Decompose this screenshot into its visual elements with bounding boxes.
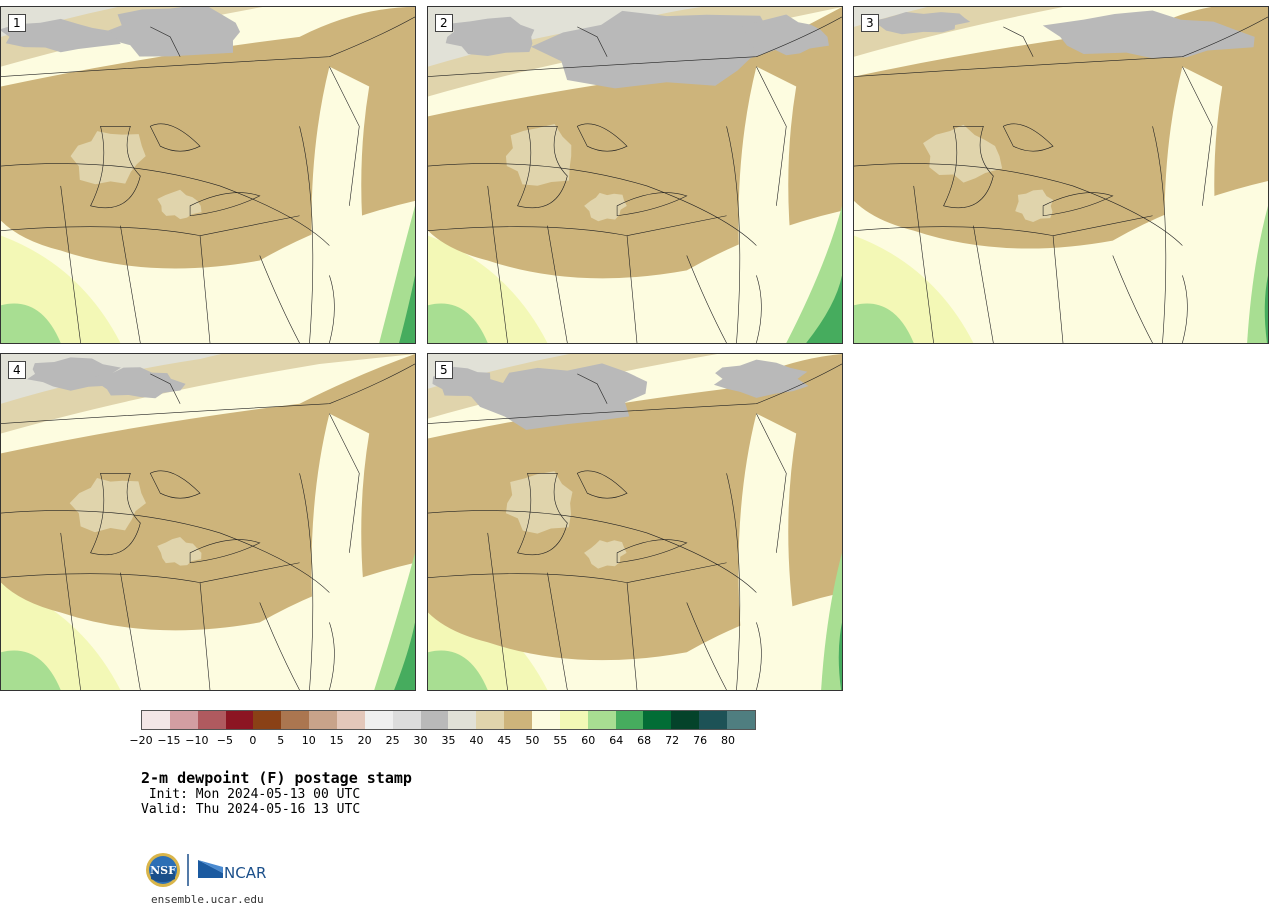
dewpoint-map bbox=[1, 354, 415, 690]
dewpoint-map bbox=[428, 354, 842, 690]
map-panel-1: 1 bbox=[0, 6, 416, 344]
colorbar-tick-label: 5 bbox=[277, 734, 285, 747]
nsf-ncar-logo: NSF NCAR bbox=[146, 853, 266, 887]
colorbar-swatch bbox=[559, 711, 588, 729]
colorbar-tick-label: 60 bbox=[581, 734, 596, 747]
dewpoint-map bbox=[854, 7, 1268, 343]
colorbar-swatch bbox=[587, 711, 616, 729]
map-panel-3: 3 bbox=[853, 6, 1269, 344]
colorbar bbox=[141, 710, 756, 730]
colorbar-tick-label: −15 bbox=[157, 734, 181, 747]
colorbar-swatch bbox=[448, 711, 477, 729]
colorbar-swatch bbox=[253, 711, 282, 729]
colorbar-tick-label: 0 bbox=[249, 734, 257, 747]
colorbar-swatch bbox=[392, 711, 421, 729]
colorbar-ticks: −20 −15 −10 −5 0 5 10 15 20 25 30 35 40 45 50 55 60 64 68 7… bbox=[129, 734, 756, 748]
colorbar-swatch bbox=[169, 711, 198, 729]
colorbar-tick-label: 25 bbox=[385, 734, 400, 747]
dewpoint-map bbox=[428, 7, 842, 343]
colorbar-swatch bbox=[142, 711, 170, 729]
dewpoint-map bbox=[1, 7, 415, 343]
colorbar-swatch bbox=[504, 711, 533, 729]
colorbar-tick-label: −20 bbox=[129, 734, 153, 747]
colorbar-tick-label: 80 bbox=[721, 734, 736, 747]
panel-number: 2 bbox=[435, 14, 453, 32]
colorbar-tick-label: 40 bbox=[469, 734, 484, 747]
colorbar-tick-label: 10 bbox=[301, 734, 316, 747]
colorbar-tick-label: 30 bbox=[413, 734, 428, 747]
colorbar-swatch bbox=[615, 711, 644, 729]
colorbar-swatch bbox=[671, 711, 700, 729]
colorbar-tick-label: 68 bbox=[637, 734, 652, 747]
colorbar-swatch bbox=[197, 711, 226, 729]
panel-number: 3 bbox=[861, 14, 879, 32]
nsf-logo: NSF bbox=[146, 853, 180, 887]
colorbar-tick-label: −10 bbox=[185, 734, 209, 747]
colorbar-tick-label: −5 bbox=[216, 734, 233, 747]
website-url: ensemble.ucar.edu bbox=[151, 893, 264, 906]
colorbar-swatch bbox=[364, 711, 393, 729]
colorbar-tick-label: 35 bbox=[441, 734, 456, 747]
colorbar-tick-label: 64 bbox=[609, 734, 624, 747]
colorbar-swatch bbox=[420, 711, 449, 729]
init-time: Init: Mon 2024-05-13 00 UTC bbox=[141, 787, 361, 802]
colorbar-tick-label: 45 bbox=[497, 734, 512, 747]
valid-time: Valid: Thu 2024-05-16 13 UTC bbox=[141, 802, 361, 817]
colorbar-tick-label: 15 bbox=[329, 734, 344, 747]
colorbar-swatch bbox=[337, 711, 365, 729]
colorbar-swatch bbox=[309, 711, 338, 729]
colorbar-swatch bbox=[643, 711, 672, 729]
svg-text:NSF: NSF bbox=[150, 864, 176, 877]
map-panel-4: 4 bbox=[0, 353, 416, 691]
panel-number: 1 bbox=[8, 14, 26, 32]
colorbar-swatch bbox=[476, 711, 505, 729]
colorbar-swatch bbox=[727, 711, 755, 729]
ncar-logo: NCAR bbox=[198, 860, 266, 882]
map-panel-5: 5 bbox=[427, 353, 843, 691]
map-panel-2: 2 bbox=[427, 6, 843, 344]
colorbar-swatch bbox=[699, 711, 728, 729]
colorbar-tick-label: 76 bbox=[693, 734, 708, 747]
panel-number: 5 bbox=[435, 361, 453, 379]
colorbar-swatch bbox=[532, 711, 560, 729]
colorbar-tick-label: 50 bbox=[525, 734, 540, 747]
colorbar-tick-label: 20 bbox=[357, 734, 372, 747]
colorbar-swatch bbox=[281, 711, 310, 729]
chart-title: 2-m dewpoint (F) postage stamp bbox=[141, 769, 412, 787]
panel-number: 4 bbox=[8, 361, 26, 379]
colorbar-tick-label: 72 bbox=[665, 734, 680, 747]
colorbar-tick-label: 55 bbox=[553, 734, 568, 747]
colorbar-swatch bbox=[225, 711, 254, 729]
svg-text:NCAR: NCAR bbox=[224, 864, 266, 882]
